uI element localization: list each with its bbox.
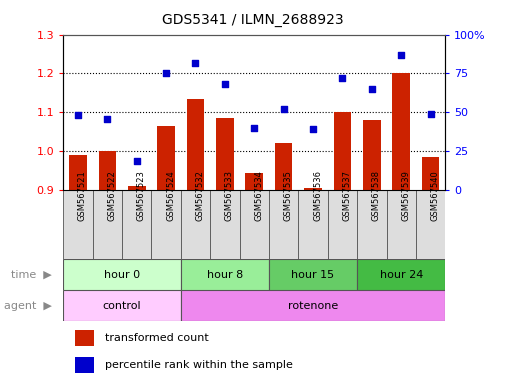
Text: GSM567533: GSM567533: [224, 170, 233, 221]
Point: [132, 157, 140, 164]
Bar: [180, 290, 444, 321]
Bar: [357, 259, 444, 290]
Text: GDS5341 / ILMN_2688923: GDS5341 / ILMN_2688923: [162, 13, 343, 27]
Text: hour 15: hour 15: [291, 270, 334, 280]
Bar: [157, 126, 175, 190]
Bar: [180, 259, 269, 290]
Text: GSM567535: GSM567535: [283, 170, 292, 221]
Bar: [63, 290, 180, 321]
Text: time  ▶: time ▶: [11, 270, 52, 280]
Point: [426, 111, 434, 117]
Bar: [391, 73, 409, 190]
Text: transformed count: transformed count: [105, 333, 209, 343]
Bar: [269, 190, 298, 259]
Bar: [245, 172, 263, 190]
Bar: [69, 155, 86, 190]
Point: [250, 125, 258, 131]
Text: GSM567538: GSM567538: [371, 170, 380, 221]
Text: agent  ▶: agent ▶: [4, 301, 52, 311]
Bar: [128, 186, 145, 190]
Text: hour 24: hour 24: [379, 270, 422, 280]
Point: [191, 60, 199, 66]
Bar: [269, 259, 357, 290]
Point: [309, 126, 317, 132]
Bar: [98, 151, 116, 190]
Bar: [327, 190, 357, 259]
Bar: [75, 357, 93, 373]
Point: [103, 116, 111, 122]
Point: [74, 113, 82, 119]
Text: GSM567540: GSM567540: [430, 170, 439, 221]
Text: control: control: [103, 301, 141, 311]
Bar: [63, 190, 92, 259]
Bar: [274, 144, 292, 190]
Text: hour 0: hour 0: [104, 270, 140, 280]
Text: GSM567539: GSM567539: [400, 170, 410, 221]
Text: GSM567523: GSM567523: [136, 170, 145, 221]
Bar: [186, 99, 204, 190]
Bar: [333, 112, 350, 190]
Text: GSM567521: GSM567521: [78, 170, 87, 221]
Bar: [239, 190, 269, 259]
Text: rotenone: rotenone: [287, 301, 337, 311]
Point: [367, 86, 375, 92]
Bar: [362, 120, 380, 190]
Bar: [92, 190, 122, 259]
Text: GSM567524: GSM567524: [166, 170, 175, 221]
Bar: [180, 190, 210, 259]
Point: [338, 75, 346, 81]
Point: [396, 52, 405, 58]
Text: GSM567522: GSM567522: [107, 170, 116, 221]
Point: [220, 81, 228, 88]
Bar: [216, 118, 233, 190]
Point: [279, 106, 287, 112]
Bar: [63, 259, 180, 290]
Text: GSM567537: GSM567537: [342, 170, 351, 221]
Text: GSM567532: GSM567532: [195, 170, 204, 221]
Bar: [75, 329, 93, 346]
Bar: [151, 190, 180, 259]
Bar: [122, 190, 151, 259]
Bar: [415, 190, 444, 259]
Text: GSM567534: GSM567534: [254, 170, 263, 221]
Bar: [210, 190, 239, 259]
Point: [162, 70, 170, 76]
Text: hour 8: hour 8: [207, 270, 242, 280]
Text: percentile rank within the sample: percentile rank within the sample: [105, 360, 292, 370]
Bar: [386, 190, 415, 259]
Bar: [357, 190, 386, 259]
Text: GSM567536: GSM567536: [313, 170, 321, 221]
Bar: [304, 188, 321, 190]
Bar: [421, 157, 438, 190]
Bar: [298, 190, 327, 259]
